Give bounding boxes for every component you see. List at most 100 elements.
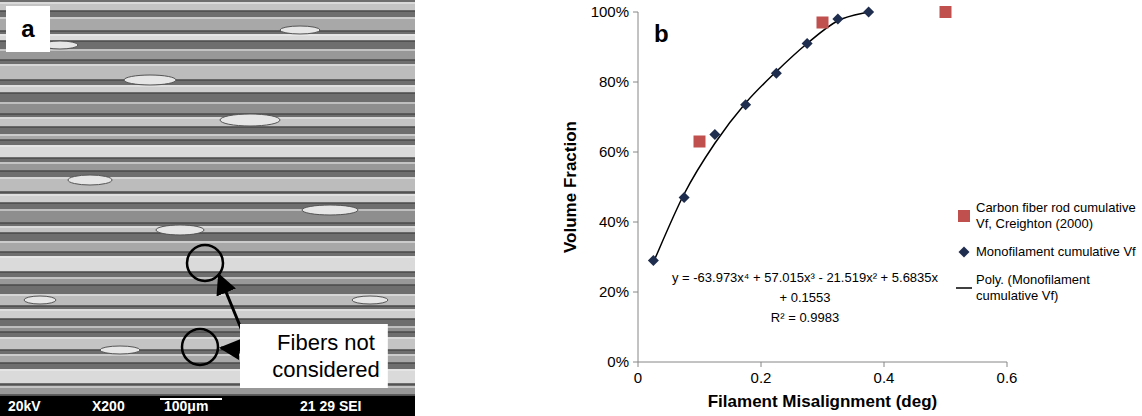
equation-text: y = -63.973x⁴ + 57.015x³ - 21.519x² + 5.… [672, 270, 939, 285]
data-point [709, 129, 720, 140]
fiber-edge [0, 30, 415, 32]
x-axis [638, 362, 1007, 363]
fiber [0, 64, 415, 80]
text-line: Carbon fiber rod cumulative [976, 200, 1136, 215]
debris [280, 26, 320, 34]
sem-image: 20kV X200 100μm 21 29 SEI [0, 0, 415, 416]
x-tick-label: 0.6 [997, 369, 1018, 386]
x-tick [1007, 362, 1008, 367]
fiber-edge [0, 394, 415, 396]
data-point [940, 6, 952, 18]
annotation-box [240, 324, 388, 388]
y-axis-title: Volume Fraction [561, 121, 580, 253]
y-tick-label: 40% [599, 213, 629, 230]
fiber [0, 117, 415, 127]
text-line: Fibers not [277, 330, 375, 355]
y-tick [633, 362, 638, 363]
x-tick-label: 0.4 [874, 369, 895, 386]
fiber-edge [0, 284, 415, 286]
equation-text: R² = 0.9983 [771, 310, 839, 325]
info-text: 20kV [8, 398, 41, 414]
debris [352, 296, 388, 304]
fiber-highlight [0, 135, 415, 136]
y-tick [633, 222, 638, 223]
fiber-highlight [0, 86, 415, 87]
debris [100, 346, 140, 354]
legend-label: Poly. (Monofilamentcumulative Vf) [976, 272, 1090, 303]
x-tick [638, 362, 639, 367]
y-tick-label: 0% [607, 353, 629, 370]
figure: 20kV X200 100μm 21 29 SEI a Fibers notconside… [0, 0, 1142, 416]
y-tick [633, 292, 638, 293]
y-axis [638, 12, 639, 362]
equation-text: + 0.1553 [780, 290, 831, 305]
fiber-highlight [0, 3, 415, 4]
text-line: cumulative Vf) [976, 288, 1058, 303]
info-text: X200 [92, 398, 125, 414]
x-axis-title: Filament Misalignment (deg) [708, 392, 938, 411]
fiber [0, 226, 415, 233]
annotations: y = -63.973x⁴ + 57.015x³ - 21.519x² + 5.… [672, 270, 939, 325]
y-tick [633, 152, 638, 153]
fiber-edge [0, 191, 415, 193]
debris [156, 225, 204, 235]
y-tick-label: 100% [591, 3, 629, 20]
debris [24, 296, 56, 304]
fiber-edge [0, 59, 415, 61]
panel-letter: a [21, 15, 35, 42]
fiber-edge [0, 222, 415, 224]
sem-background [0, 0, 415, 396]
y-tick-label: 80% [599, 73, 629, 90]
debris [302, 205, 358, 215]
legend-label: Monofilament cumulative Vf [976, 244, 1136, 259]
info-text: 100μm [164, 398, 208, 414]
debris [220, 114, 280, 126]
fiber-highlight [0, 195, 415, 196]
fiber-edge [0, 271, 415, 273]
fiber-highlight [0, 146, 415, 147]
fiber-highlight [0, 18, 415, 19]
fiber-highlight [0, 65, 415, 66]
fiber [0, 294, 415, 306]
data-point [771, 68, 782, 79]
fiber-highlight [0, 178, 415, 179]
letter-box [6, 6, 50, 52]
fiber-highlight [0, 163, 415, 164]
fiber-edge [0, 113, 415, 115]
fiber-edge [0, 202, 415, 204]
fiber [0, 241, 415, 252]
fiber-highlight [0, 50, 415, 51]
data-point [802, 38, 813, 49]
fiber [0, 194, 415, 203]
annotation: Fibers notconsidered [272, 330, 380, 382]
fiber-edge [0, 10, 415, 12]
plot-data [648, 6, 952, 266]
legend-symbol [956, 287, 972, 289]
fiber-edge [0, 157, 415, 159]
legend-label: Carbon fiber rod cumulativeVf, Creighton… [976, 200, 1136, 231]
x-tick [884, 362, 885, 367]
fiber [0, 177, 415, 192]
fiber [0, 256, 415, 272]
y-tick-label: 20% [599, 283, 629, 300]
x-tick-label: 0 [634, 369, 642, 386]
info-text: 21 29 SEI [300, 398, 362, 414]
fiber-edge [0, 170, 415, 172]
x-tick [761, 362, 762, 367]
data-point [694, 136, 706, 148]
fiber-edge [0, 232, 415, 234]
text-line: considered [272, 357, 380, 382]
fiber-highlight [0, 310, 415, 311]
text-line: Poly. (Monofilament [976, 272, 1090, 287]
fiber-highlight [0, 242, 415, 243]
legend-symbol [959, 247, 970, 258]
fiber-edge [0, 79, 415, 81]
fiber-highlight [0, 227, 415, 228]
y-tick [633, 82, 638, 83]
x-tick-label: 0.2 [751, 369, 772, 386]
fiber-edge [0, 318, 415, 320]
trend-line [653, 12, 868, 262]
fiber [0, 162, 415, 171]
data-point [832, 14, 843, 25]
fiber-edge [0, 139, 415, 141]
